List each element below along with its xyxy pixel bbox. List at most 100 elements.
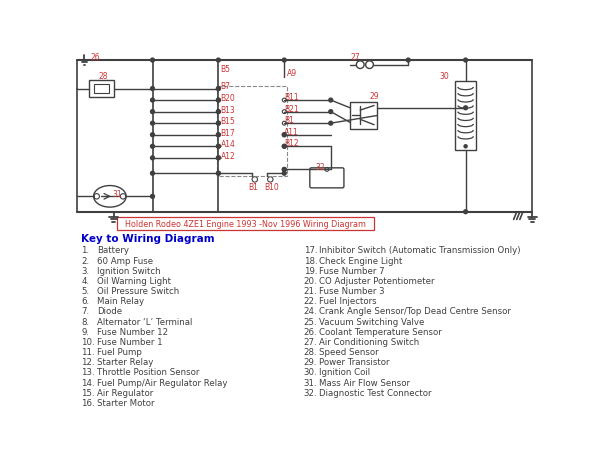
Circle shape: [217, 172, 220, 175]
Text: 18.: 18.: [304, 256, 317, 265]
Text: Ignition Coil: Ignition Coil: [319, 368, 370, 377]
Text: Diagnostic Test Connector: Diagnostic Test Connector: [319, 389, 431, 398]
Circle shape: [464, 58, 467, 62]
Text: 4.: 4.: [81, 277, 89, 286]
Text: Main Relay: Main Relay: [97, 297, 144, 306]
Text: B1: B1: [284, 116, 294, 125]
Text: A12: A12: [221, 152, 235, 161]
Text: 19.: 19.: [304, 267, 317, 276]
Circle shape: [217, 121, 220, 125]
Text: B11: B11: [284, 93, 299, 102]
Text: 11.: 11.: [81, 348, 95, 357]
Text: B15: B15: [221, 117, 235, 126]
Text: 21.: 21.: [304, 287, 317, 296]
Circle shape: [151, 172, 154, 175]
Text: 10.: 10.: [81, 338, 95, 347]
Text: B1: B1: [248, 183, 259, 192]
Circle shape: [217, 145, 220, 148]
Text: Starter Relay: Starter Relay: [97, 358, 153, 367]
Circle shape: [464, 210, 467, 214]
Circle shape: [151, 121, 154, 125]
Circle shape: [283, 58, 286, 62]
Text: A11: A11: [284, 128, 299, 137]
Text: A14: A14: [221, 140, 236, 149]
Text: Fuse Number 3: Fuse Number 3: [319, 287, 385, 296]
Text: Key to Wiring Diagram: Key to Wiring Diagram: [81, 234, 215, 244]
Circle shape: [217, 87, 220, 90]
Circle shape: [464, 145, 467, 148]
Text: 2.: 2.: [81, 256, 89, 265]
Bar: [455, 81, 476, 150]
Circle shape: [329, 121, 332, 125]
Circle shape: [217, 58, 220, 62]
Text: Check Engine Light: Check Engine Light: [319, 256, 403, 265]
Text: Fuse Number 7: Fuse Number 7: [319, 267, 385, 276]
Text: 31: 31: [112, 189, 122, 198]
Circle shape: [151, 110, 154, 114]
Text: 20.: 20.: [304, 277, 317, 286]
Text: B5: B5: [221, 65, 231, 74]
Text: 27: 27: [350, 53, 360, 62]
Bar: [217, 86, 287, 176]
Circle shape: [329, 110, 332, 114]
Text: 32.: 32.: [304, 389, 317, 398]
Text: 1.: 1.: [81, 247, 89, 255]
Text: 32: 32: [315, 163, 325, 172]
Circle shape: [151, 98, 154, 102]
Text: Holden Rodeo 4ZE1 Engine 1993 -Nov 1996 Wiring Diagram: Holden Rodeo 4ZE1 Engine 1993 -Nov 1996 …: [125, 220, 366, 229]
Text: Vacuum Switching Valve: Vacuum Switching Valve: [319, 317, 425, 326]
Text: 24.: 24.: [304, 308, 317, 317]
Text: 22.: 22.: [304, 297, 317, 306]
Text: B20: B20: [221, 94, 235, 103]
Circle shape: [151, 156, 154, 160]
Text: 3.: 3.: [81, 267, 89, 276]
Bar: [94, 84, 109, 93]
Text: B12: B12: [284, 140, 299, 149]
Text: 60 Amp Fuse: 60 Amp Fuse: [97, 256, 153, 265]
Text: 13.: 13.: [81, 368, 95, 377]
Text: 31.: 31.: [304, 379, 317, 387]
Circle shape: [217, 98, 220, 102]
Text: 5.: 5.: [81, 287, 89, 296]
Text: 15.: 15.: [81, 389, 95, 398]
Text: 17.: 17.: [304, 247, 317, 255]
Text: Inhibitor Switch (Automatic Transmission Only): Inhibitor Switch (Automatic Transmission…: [319, 247, 521, 255]
Text: Oil Warning Light: Oil Warning Light: [97, 277, 170, 286]
Bar: [350, 101, 377, 128]
Text: B10: B10: [264, 183, 279, 192]
Text: 30: 30: [439, 72, 449, 81]
Text: Throttle Position Sensor: Throttle Position Sensor: [97, 368, 199, 377]
Text: B21: B21: [284, 105, 299, 114]
Text: 6.: 6.: [81, 297, 89, 306]
Circle shape: [151, 145, 154, 148]
Circle shape: [151, 194, 154, 198]
Text: A9: A9: [287, 70, 297, 79]
Text: 28.: 28.: [304, 348, 317, 357]
Text: 26.: 26.: [304, 328, 317, 337]
Text: Mass Air Flow Sensor: Mass Air Flow Sensor: [319, 379, 410, 387]
Text: 30.: 30.: [304, 368, 317, 377]
Text: 16.: 16.: [81, 399, 95, 408]
Circle shape: [283, 172, 286, 175]
Text: CO Adjuster Potentiometer: CO Adjuster Potentiometer: [319, 277, 434, 286]
Text: Speed Sensor: Speed Sensor: [319, 348, 379, 357]
Text: Fuel Pump: Fuel Pump: [97, 348, 142, 357]
Text: 29.: 29.: [304, 358, 317, 367]
Circle shape: [217, 156, 220, 160]
Circle shape: [217, 110, 220, 114]
Text: Ignition Switch: Ignition Switch: [97, 267, 160, 276]
Text: Crank Angle Sensor/Top Dead Centre Sensor: Crank Angle Sensor/Top Dead Centre Senso…: [319, 308, 511, 317]
Circle shape: [406, 58, 410, 62]
Text: Fuse Number 1: Fuse Number 1: [97, 338, 163, 347]
Text: 25.: 25.: [304, 317, 317, 326]
Circle shape: [283, 145, 286, 148]
Text: Coolant Temperature Sensor: Coolant Temperature Sensor: [319, 328, 442, 337]
Text: Fuel Injectors: Fuel Injectors: [319, 297, 377, 306]
Circle shape: [151, 58, 154, 62]
Text: 9.: 9.: [81, 328, 89, 337]
Text: 26: 26: [91, 53, 100, 62]
Text: 29: 29: [370, 92, 379, 101]
Text: B17: B17: [221, 129, 235, 138]
Text: Fuse Number 12: Fuse Number 12: [97, 328, 168, 337]
Bar: [89, 80, 114, 97]
